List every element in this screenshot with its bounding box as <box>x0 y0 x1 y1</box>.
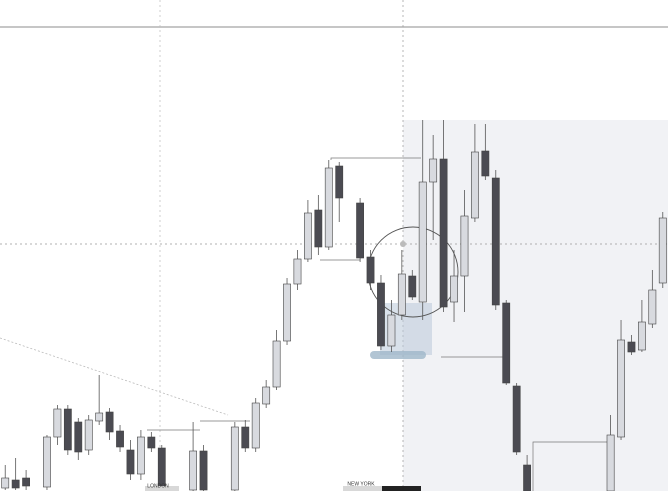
candle-body <box>11 479 20 489</box>
candle-body <box>126 449 135 475</box>
session-label: LONDON <box>147 483 169 489</box>
candle-body <box>84 419 93 451</box>
candle-body <box>512 385 521 453</box>
candle-body <box>491 177 500 306</box>
session-tag <box>145 486 179 491</box>
candle-body <box>439 158 448 308</box>
session-label: NEW YORK <box>347 481 375 487</box>
candle-body <box>617 339 625 438</box>
candle-body <box>116 430 124 448</box>
candle-body <box>53 408 62 438</box>
level-line <box>330 157 421 160</box>
candle-body <box>189 450 197 491</box>
candle-body <box>397 273 406 316</box>
candle-body <box>199 450 208 491</box>
candle-body <box>627 341 636 353</box>
candle-body <box>502 302 511 384</box>
candle-body <box>147 436 156 449</box>
candle-body <box>293 258 302 285</box>
candle-body <box>1 477 10 489</box>
session-tag-dark <box>382 486 421 491</box>
candle-body <box>335 165 344 199</box>
candles <box>1 120 667 491</box>
candle-body <box>241 426 250 449</box>
candle-body <box>356 202 364 259</box>
candle-body <box>366 256 375 284</box>
candle-body <box>523 464 531 491</box>
candle-body <box>95 412 104 422</box>
candle-body <box>408 275 417 298</box>
candle-body <box>324 167 333 248</box>
candle-body <box>262 386 271 405</box>
candle-body <box>377 282 385 347</box>
candle-body <box>63 408 72 451</box>
crosshair-dot <box>400 241 406 247</box>
level-line <box>532 441 613 491</box>
candle-body <box>304 212 312 260</box>
trend-line <box>0 337 229 416</box>
levels <box>147 157 613 491</box>
candle-body <box>606 434 615 491</box>
candle-body <box>105 411 114 433</box>
candle-body <box>638 321 646 351</box>
candle-body <box>74 421 83 453</box>
candle-body <box>43 436 51 488</box>
candle-body <box>450 275 458 303</box>
candle-body <box>251 402 260 449</box>
candle-body <box>283 283 291 342</box>
candle-body <box>418 181 427 303</box>
candle-body <box>648 289 657 325</box>
candle-body <box>460 215 469 277</box>
candle-body <box>481 150 490 177</box>
highlight-pill <box>370 351 426 359</box>
candle-body <box>658 217 667 284</box>
candle-body <box>22 477 30 487</box>
candle-body <box>314 209 323 248</box>
candle-body <box>387 314 396 347</box>
candle-body <box>137 436 145 475</box>
candle-body <box>230 426 239 491</box>
candle-body <box>272 340 281 388</box>
candle-body <box>471 151 479 219</box>
candle-body <box>429 158 438 183</box>
